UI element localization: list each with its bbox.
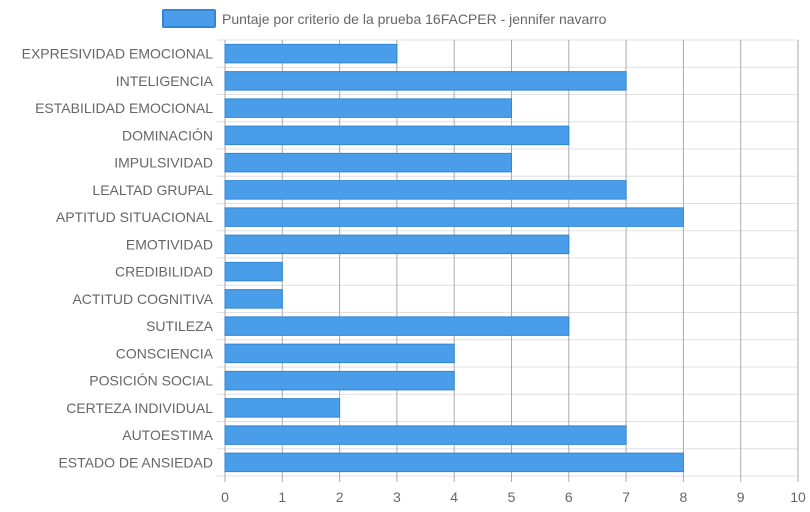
bar[interactable] xyxy=(224,234,570,255)
bar[interactable] xyxy=(224,452,684,473)
x-tick-label: 6 xyxy=(565,489,573,505)
grid xyxy=(217,39,799,482)
category-label: EMOTIVIDAD xyxy=(126,236,213,252)
category-label: POSICIÓN SOCIAL xyxy=(89,373,213,389)
x-axis-tick-labels: 0 1 2 3 4 5 6 7 8 9 10 xyxy=(221,489,806,505)
bar[interactable] xyxy=(224,316,570,336)
x-tick-label: 7 xyxy=(622,489,630,505)
x-tick-label: 1 xyxy=(278,489,286,505)
bar[interactable] xyxy=(224,425,627,445)
category-label: SUTILEZA xyxy=(146,318,214,334)
bar[interactable] xyxy=(224,343,455,364)
category-label: AUTOESTIMA xyxy=(122,427,213,443)
category-label: ESTABILIDAD EMOCIONAL xyxy=(35,100,213,116)
category-label: ACTITUD COGNITIVA xyxy=(72,291,213,307)
legend: Puntaje por criterio de la prueba 16FACP… xyxy=(162,9,607,28)
bar[interactable] xyxy=(224,370,455,391)
category-label: DOMINACIÓN xyxy=(122,127,213,143)
bar[interactable] xyxy=(224,71,627,91)
x-tick-label: 10 xyxy=(790,489,806,505)
x-tick-label: 0 xyxy=(221,489,229,505)
legend-swatch[interactable] xyxy=(162,9,216,28)
bar[interactable] xyxy=(224,98,512,118)
bar[interactable] xyxy=(224,43,398,64)
x-tick-label: 9 xyxy=(737,489,745,505)
bars xyxy=(224,43,684,473)
category-label: INTELIGENCIA xyxy=(116,73,214,89)
category-labels: EXPRESIVIDAD EMOCIONAL INTELIGENCIA ESTABI… xyxy=(22,46,214,471)
x-tick-label: 2 xyxy=(336,489,344,505)
category-label: ESTADO DE ANSIEDAD xyxy=(58,454,213,470)
bar[interactable] xyxy=(224,180,627,200)
category-label: LEALTAD GRUPAL xyxy=(92,182,213,198)
category-label: CONSCIENCIA xyxy=(116,345,214,361)
x-tick-label: 8 xyxy=(680,489,688,505)
x-tick-label: 4 xyxy=(450,489,458,505)
x-tick-label: 3 xyxy=(393,489,401,505)
bar[interactable] xyxy=(224,125,570,146)
bar[interactable] xyxy=(224,398,341,418)
category-label: APTITUD SITUACIONAL xyxy=(56,209,213,225)
category-label: CREDIBILIDAD xyxy=(115,264,213,280)
bar[interactable] xyxy=(224,207,684,227)
category-label: CERTEZA INDIVIDUAL xyxy=(66,400,213,416)
bar[interactable] xyxy=(224,289,283,309)
category-label: IMPULSIVIDAD xyxy=(114,155,213,171)
legend-label[interactable]: Puntaje por criterio de la prueba 16FACP… xyxy=(222,11,607,27)
category-label: EXPRESIVIDAD EMOCIONAL xyxy=(22,46,214,62)
x-tick-label: 5 xyxy=(508,489,516,505)
bar[interactable] xyxy=(224,152,512,173)
bar[interactable] xyxy=(224,261,283,282)
